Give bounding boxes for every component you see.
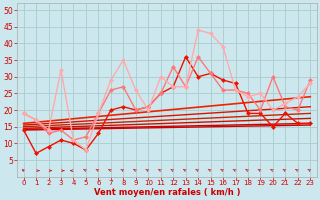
X-axis label: Vent moyen/en rafales ( km/h ): Vent moyen/en rafales ( km/h ) bbox=[94, 188, 240, 197]
